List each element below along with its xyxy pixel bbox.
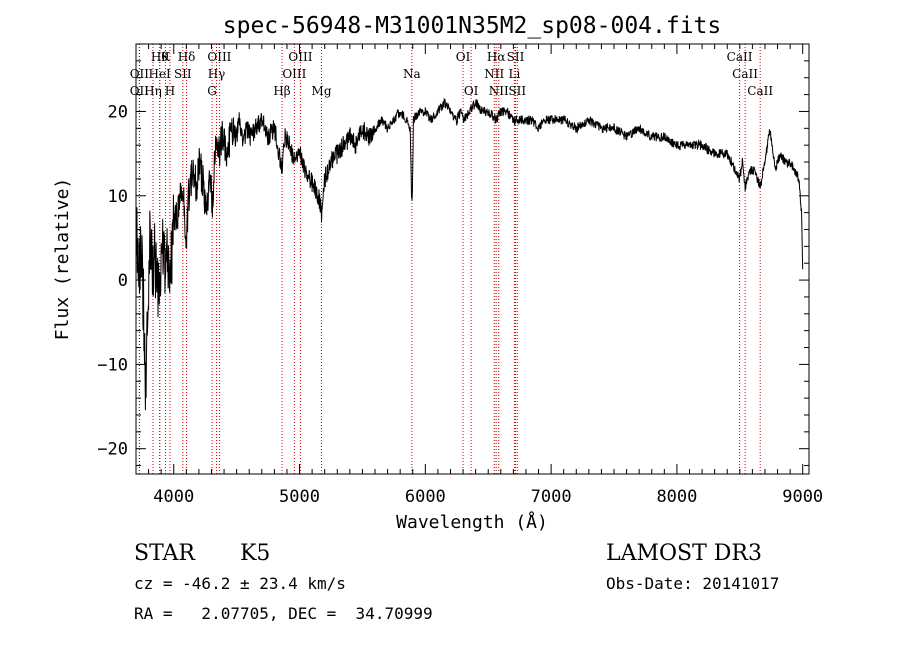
x-tick-label: 5000 bbox=[279, 487, 320, 507]
line-label-7: SII bbox=[174, 67, 192, 81]
line-label-26: CaII bbox=[732, 67, 758, 81]
y-tick-label: 10 bbox=[108, 187, 128, 207]
line-label-0: Hθ bbox=[151, 50, 169, 64]
line-label-14: OIII bbox=[282, 67, 306, 81]
x-tick-label: 6000 bbox=[405, 487, 446, 507]
line-label-27: CaII bbox=[747, 84, 773, 98]
survey-name: LAMOST DR3 bbox=[606, 541, 762, 566]
line-label-4: K bbox=[161, 50, 171, 64]
y-tick-label: 0 bbox=[118, 271, 128, 291]
line-label-18: OI bbox=[464, 84, 479, 98]
line-label-20: NII bbox=[484, 67, 504, 81]
line-label-9: Hγ bbox=[208, 67, 226, 81]
line-label-3: Hη bbox=[144, 84, 162, 98]
y-tick-label: −20 bbox=[97, 440, 128, 460]
line-label-13: OIII bbox=[288, 50, 312, 64]
object-class: STAR bbox=[134, 541, 196, 566]
x-tick-label: 8000 bbox=[656, 487, 697, 507]
line-label-21: NII bbox=[489, 84, 509, 98]
observation-date: Obs-Date: 20141017 bbox=[606, 574, 779, 593]
object-subclass: K5 bbox=[240, 541, 270, 566]
info-panel: STAR K5 LAMOST DR3 cz = -46.2 ± 23.4 km/… bbox=[134, 541, 779, 623]
line-label-12: Hβ bbox=[273, 84, 290, 98]
line-label-17: OI bbox=[456, 50, 471, 64]
spectrum-line bbox=[135, 97, 804, 411]
line-label-15: Mg bbox=[312, 84, 332, 98]
axis-ticks: 4000 5000 6000 7000 8000 9000 −20 −10 0 10 20 bbox=[97, 43, 823, 507]
x-tick-label: 9000 bbox=[782, 487, 823, 507]
x-tick-label: 7000 bbox=[531, 487, 572, 507]
redshift-cz: cz = -46.2 ± 23.4 km/s bbox=[134, 574, 346, 593]
line-label-2: OII bbox=[130, 84, 150, 98]
line-label-23: Li bbox=[508, 67, 520, 81]
line-label-8: Hδ bbox=[178, 50, 196, 64]
line-label-25: CaII bbox=[727, 50, 753, 64]
plot-frame bbox=[135, 43, 810, 475]
y-tick-label: −10 bbox=[97, 355, 128, 375]
chart-title: spec-56948-M31001N35M2_sp08-004.fits bbox=[223, 13, 722, 39]
x-axis-label: Wavelength (Å) bbox=[396, 511, 548, 533]
line-label-10: OIII bbox=[207, 50, 231, 64]
line-label-22: SII bbox=[507, 50, 525, 64]
line-label-16: Na bbox=[403, 67, 421, 81]
line-label-24: SII bbox=[508, 84, 526, 98]
line-label-11: G bbox=[207, 84, 217, 98]
line-label-6: H bbox=[165, 84, 175, 98]
coordinates: RA = 2.07705, DEC = 34.70999 bbox=[134, 604, 433, 623]
line-label-19: Hα bbox=[487, 50, 506, 64]
x-tick-label: 4000 bbox=[153, 487, 194, 507]
line-label-1: OII bbox=[130, 67, 150, 81]
y-tick-label: 20 bbox=[108, 102, 128, 122]
y-axis-label: Flux (relative) bbox=[52, 178, 73, 341]
line-label-5: HeI bbox=[148, 67, 171, 81]
